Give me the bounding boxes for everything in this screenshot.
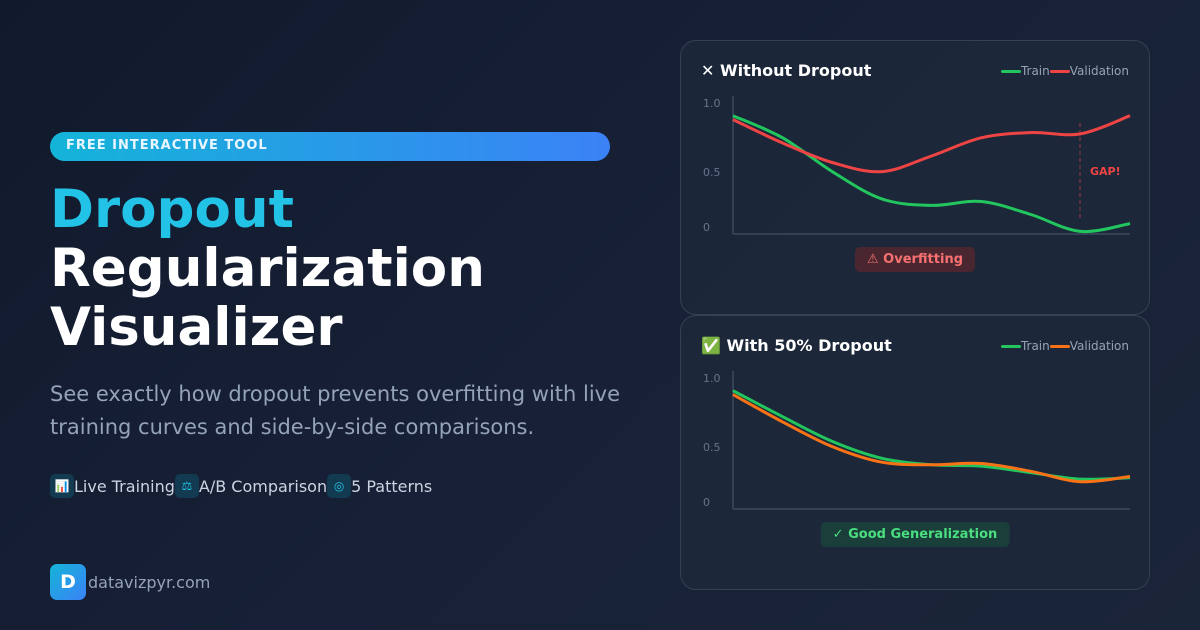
chart-title: ✅ With 50% Dropout (701, 336, 892, 355)
status-overfitting: ⚠ Overfitting (854, 247, 976, 272)
card-with-dropout: ✅ With 50% Dropout Train Validation 1.0 … (680, 315, 1150, 590)
legend-label: Validation (1069, 339, 1129, 353)
title-line-3: Visualizer (50, 297, 343, 358)
legend-swatch-train (1000, 344, 1021, 348)
series-line-train (732, 114, 1131, 234)
card-without-dropout: ✕ Without Dropout Train Validation 1.0 0… (680, 40, 1150, 315)
chart-title: ✕ Without Dropout (701, 61, 872, 80)
chart-legend: Train Validation (1000, 339, 1129, 353)
legend-label: Train (1020, 339, 1050, 353)
series-line-validation (732, 393, 1131, 484)
legend-label: Train (1020, 64, 1050, 78)
subtitle: See exactly how dropout prevents overfit… (50, 382, 621, 439)
target-icon: ◎ (327, 474, 352, 498)
page-title: Dropout Regularization Visualizer (50, 180, 485, 357)
status-good-generalization: ✓ Good Generalization (820, 522, 1010, 547)
feature-label: A/B Comparison (198, 476, 328, 496)
scales-icon: ⚖ (174, 474, 199, 498)
brand-domain[interactable]: datavizpyr.com (88, 572, 211, 592)
ytick-label: 1.0 (703, 97, 721, 110)
free-tool-badge: FREE INTERACTIVE TOOL (50, 132, 610, 161)
legend-label: Validation (1069, 64, 1129, 78)
title-line-1: Dropout (50, 179, 294, 240)
chart-legend: Train Validation (1000, 64, 1129, 78)
gap-annotation: GAP! (1090, 165, 1121, 178)
legend-swatch-train (1000, 69, 1021, 73)
brand-logo: D (50, 564, 86, 600)
title-line-2: Regularization (50, 238, 485, 299)
feature-list: 📊 Live Training ⚖ A/B Comparison ◎ 5 Patter… (50, 474, 432, 498)
chart-plot: 1.0 0.5 0 (703, 371, 1131, 510)
feature-ab-comparison: ⚖ A/B Comparison (174, 474, 328, 498)
ytick-label: 0.5 (703, 166, 721, 179)
legend-swatch-validation (1049, 69, 1070, 73)
chart-plot: 1.0 0.5 0 GAP! (703, 96, 1131, 235)
feature-label: 5 Patterns (351, 476, 433, 496)
feature-patterns: ◎ 5 Patterns (327, 474, 432, 498)
feature-live-training: 📊 Live Training (50, 474, 175, 498)
brand[interactable]: D datavizpyr.com (50, 564, 210, 600)
legend-swatch-validation (1049, 344, 1070, 348)
ytick-label: 0 (703, 221, 710, 234)
series-line-validation (732, 114, 1131, 174)
ytick-label: 0 (703, 496, 710, 509)
ytick-label: 1.0 (703, 372, 721, 385)
ytick-label: 0.5 (703, 441, 721, 454)
feature-label: Live Training (74, 476, 175, 496)
bar-chart-icon: 📊 (50, 474, 74, 498)
